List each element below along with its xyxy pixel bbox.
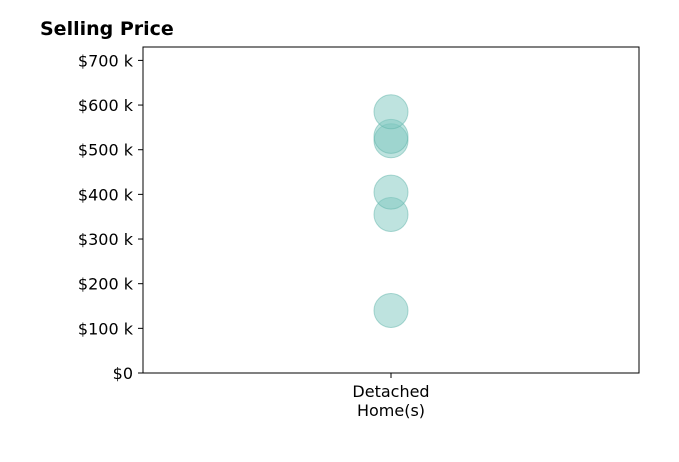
y-tick-label: $0 [113, 364, 133, 383]
data-points [373, 94, 409, 328]
x-tick-label: Detached [352, 382, 429, 401]
y-tick-label: $300 k [78, 230, 134, 249]
y-tick-label: $500 k [78, 141, 134, 160]
data-point [373, 94, 409, 130]
data-point [373, 174, 409, 210]
data-point [373, 292, 409, 328]
y-tick-label: $200 k [78, 275, 134, 294]
y-tick-label: $100 k [78, 319, 134, 338]
y-tick-label: $600 k [78, 96, 134, 115]
y-tick-label: $400 k [78, 185, 134, 204]
y-tick-label: $700 k [78, 51, 134, 70]
chart-title: Selling Price [40, 18, 174, 40]
x-tick-label: Home(s) [357, 401, 425, 420]
y-axis: $0 $100 k $200 k $300 k $400 k $500 k $600 k $7… [78, 51, 143, 383]
